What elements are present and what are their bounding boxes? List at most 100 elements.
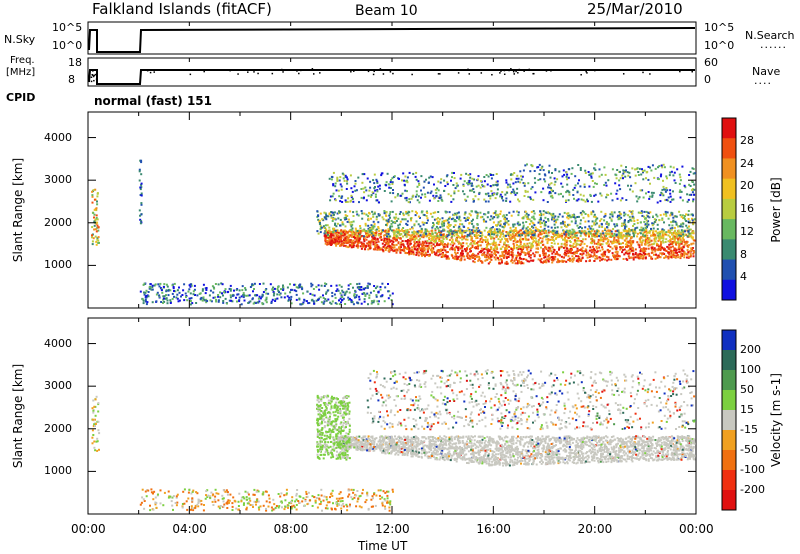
- data-cell: [376, 190, 379, 193]
- data-cell: [441, 249, 444, 252]
- data-cell: [599, 236, 602, 239]
- data-cell: [616, 189, 619, 192]
- data-cell: [688, 232, 691, 235]
- data-cell: [344, 292, 347, 295]
- data-cell: [354, 180, 357, 182]
- data-cell: [441, 217, 444, 220]
- data-cell: [387, 290, 390, 293]
- data-cell: [611, 213, 614, 216]
- data-cell: [399, 211, 402, 213]
- data-cell: [398, 246, 401, 249]
- data-cell: [348, 297, 351, 300]
- data-cell: [477, 234, 480, 237]
- data-cell: [537, 221, 540, 224]
- data-cell: [429, 175, 432, 178]
- data-cell: [524, 245, 527, 248]
- data-cell: [368, 296, 371, 299]
- data-cell: [687, 220, 690, 223]
- data-cell: [424, 193, 427, 196]
- data-cell: [411, 210, 414, 213]
- data-cell: [643, 210, 646, 213]
- data-cell: [351, 190, 354, 193]
- data-cell: [675, 222, 678, 225]
- data-cell: [586, 245, 589, 248]
- data-cell: [219, 296, 222, 299]
- data-cell: [623, 211, 626, 214]
- data-cell: [443, 224, 445, 227]
- data-cell: [388, 186, 391, 189]
- data-cell: [633, 228, 636, 231]
- data-cell: [659, 232, 662, 235]
- data-cell: [503, 225, 506, 228]
- data-cell: [269, 283, 272, 286]
- data-cell: [512, 234, 515, 237]
- data-cell: [579, 193, 582, 196]
- data-cell: [591, 180, 594, 182]
- data-cell: [496, 248, 499, 250]
- data-cell: [609, 231, 612, 234]
- data-cell: [479, 238, 482, 241]
- data-cell: [638, 211, 641, 214]
- data-cell: [471, 254, 473, 257]
- data-cell: [290, 288, 293, 291]
- data-cell: [590, 251, 593, 254]
- data-cell: [566, 173, 569, 176]
- data-cell: [688, 193, 691, 196]
- data-cell: [477, 240, 480, 243]
- data-cell: [527, 229, 530, 232]
- data-cell: [163, 295, 166, 298]
- data-cell: [446, 235, 449, 238]
- data-cell: [324, 236, 327, 239]
- data-cell: [651, 222, 654, 225]
- data-cell: [372, 225, 375, 228]
- data-cell: [474, 195, 477, 198]
- data-cell: [346, 215, 349, 217]
- data-cell: [447, 227, 450, 229]
- data-cell: [679, 241, 682, 244]
- data-cell: [632, 232, 635, 235]
- data-cell: [280, 296, 283, 299]
- nave-dot: [500, 70, 502, 72]
- data-cell: [550, 189, 553, 192]
- data-cell: [459, 177, 462, 180]
- data-cell: [341, 234, 344, 237]
- data-cell: [443, 222, 446, 225]
- data-cell: [510, 173, 513, 176]
- data-cell: [621, 197, 624, 200]
- data-cell: [336, 240, 339, 243]
- data-cell: [336, 180, 339, 182]
- data-cell: [625, 169, 627, 172]
- data-cell: [599, 192, 602, 195]
- data-cell: [451, 254, 454, 257]
- data-cell: [377, 300, 380, 303]
- data-cell: [169, 299, 172, 302]
- data-cell: [167, 294, 170, 297]
- data-cell: [278, 293, 281, 296]
- data-cell: [350, 187, 353, 190]
- data-cell: [188, 297, 191, 300]
- data-cell: [479, 186, 482, 189]
- nave-dot: [550, 70, 552, 72]
- data-cell: [507, 220, 510, 222]
- data-cell: [616, 215, 619, 218]
- data-cell: [334, 241, 337, 244]
- data-cell: [432, 225, 435, 228]
- data-cell: [482, 185, 485, 188]
- data-cell: [345, 230, 348, 233]
- data-cell: [501, 215, 504, 218]
- data-cell: [344, 175, 347, 178]
- data-cell: [95, 214, 98, 217]
- data-cell: [196, 294, 199, 297]
- data-cell: [418, 241, 421, 244]
- data-cell: [458, 216, 461, 219]
- data-cell: [483, 229, 486, 232]
- data-cell: [277, 286, 280, 288]
- data-cell: [479, 244, 482, 247]
- data-cell: [631, 210, 634, 213]
- data-cell: [422, 244, 425, 247]
- data-cell: [689, 228, 692, 231]
- data-cell: [687, 230, 690, 233]
- data-cell: [438, 250, 441, 253]
- data-cell: [506, 232, 509, 235]
- data-cell: [342, 177, 345, 180]
